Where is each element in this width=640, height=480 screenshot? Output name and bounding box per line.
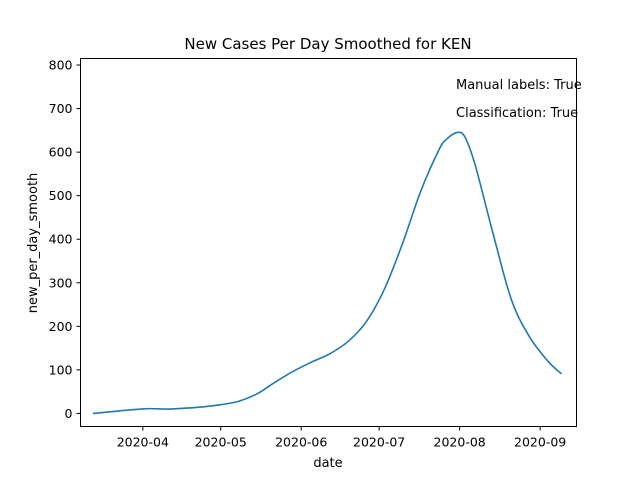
data-point xyxy=(474,164,476,166)
data-point xyxy=(311,361,313,363)
x-tick-label: 2020-08 xyxy=(434,435,486,450)
data-point xyxy=(384,289,386,291)
data-point xyxy=(402,243,404,245)
data-point xyxy=(511,299,513,301)
x-tick-label: 2020-09 xyxy=(514,435,566,450)
data-point xyxy=(560,373,562,375)
y-tick-label: 200 xyxy=(49,319,73,334)
chart-title: New Cases Per Day Smoothed for KEN xyxy=(184,35,471,53)
x-tick-label: 2020-06 xyxy=(275,435,327,450)
data-point xyxy=(547,360,549,362)
data-point xyxy=(256,393,258,395)
y-axis-label: new_per_day_smooth xyxy=(26,173,41,314)
data-point xyxy=(129,409,131,411)
y-tick-label: 500 xyxy=(49,188,73,203)
y-tick-label: 400 xyxy=(49,232,73,247)
data-point xyxy=(529,336,531,338)
data-point xyxy=(365,321,367,323)
y-tick-label: 600 xyxy=(49,145,73,160)
data-point xyxy=(165,408,167,410)
x-tick-label: 2020-07 xyxy=(353,435,405,450)
y-tick-label: 0 xyxy=(65,406,73,421)
data-point xyxy=(184,407,186,409)
series-line xyxy=(92,131,562,415)
data-point xyxy=(220,404,222,406)
data-point xyxy=(147,408,149,410)
data-point xyxy=(420,191,422,193)
series-layer xyxy=(92,131,562,415)
data-point xyxy=(93,413,95,415)
data-point xyxy=(464,136,466,138)
data-point xyxy=(111,411,113,413)
axis-ticks: 2020-04 2020-05 2020-06 2020-07 2020-08 2020-… xyxy=(49,58,567,450)
data-point xyxy=(456,132,458,134)
y-tick-label: 100 xyxy=(49,362,73,377)
y-tick-label: 800 xyxy=(49,58,73,73)
data-point xyxy=(493,234,495,236)
y-tick-label: 300 xyxy=(49,275,73,290)
x-tick-label: 2020-05 xyxy=(195,435,247,450)
data-point xyxy=(438,149,440,151)
annotation-classification: Classification: True xyxy=(456,106,578,121)
data-point xyxy=(446,138,448,140)
data-point xyxy=(329,353,331,355)
data-point xyxy=(238,400,240,402)
data-point xyxy=(347,341,349,343)
x-tick-label: 2020-04 xyxy=(117,435,169,450)
x-axis-label: date xyxy=(313,456,342,471)
data-point xyxy=(293,370,295,372)
data-point xyxy=(274,381,276,383)
plot-frame xyxy=(80,58,577,427)
y-tick-label: 700 xyxy=(49,101,73,116)
annotation-manual-labels: Manual labels: True xyxy=(456,78,582,93)
data-point xyxy=(202,406,204,408)
